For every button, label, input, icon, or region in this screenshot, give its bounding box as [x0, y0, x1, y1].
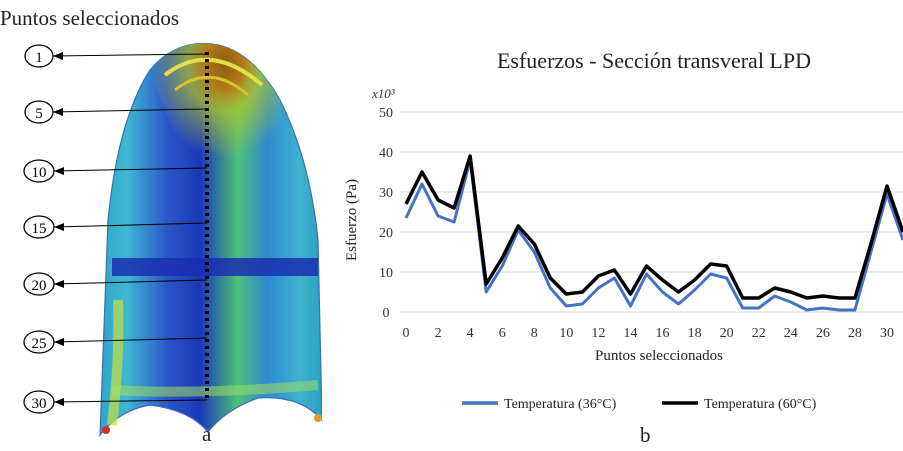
- selected-point-markers: 1 5 10 15: [23, 44, 208, 414]
- legend-item-60c: Temperatura (60°C): [662, 397, 817, 412]
- marker-10: 10: [23, 159, 208, 183]
- marker-30: 30: [23, 390, 208, 414]
- x-tick-label: 6: [499, 326, 506, 341]
- y-tick-label: 30: [379, 186, 393, 201]
- x-tick-label: 2: [435, 326, 442, 341]
- x-tick-label: 28: [848, 326, 862, 341]
- y-multiplier: x10³: [371, 86, 396, 101]
- marker-25: 25: [23, 330, 208, 354]
- x-tick-label: 24: [784, 326, 798, 341]
- x-tick-label: 12: [591, 326, 605, 341]
- x-tick-label: 16: [656, 326, 670, 341]
- y-tick-label: 20: [379, 226, 393, 241]
- marker-5-label: 5: [35, 106, 43, 122]
- y-axis-label: Esfuerzo (Pa): [344, 179, 360, 261]
- panel-b-sublabel: b: [640, 423, 651, 447]
- marker-20-label: 20: [32, 278, 47, 294]
- x-tick-label: 20: [720, 326, 734, 341]
- panel-b: Esfuerzos - Sección transveral LPD x10³ …: [322, 30, 903, 451]
- marker-5: 5: [24, 100, 208, 124]
- marker-1: 1: [24, 44, 208, 68]
- marker-15-label: 15: [32, 221, 47, 237]
- stress-line-chart: Esfuerzos - Sección transveral LPD x10³ …: [322, 30, 903, 420]
- y-tick-label: 10: [379, 266, 393, 281]
- chart-title: Esfuerzos - Sección transveral LPD: [497, 48, 811, 73]
- y-tick-label: 0: [383, 306, 390, 321]
- y-tick-labels: 0 10 20 30 40 50: [379, 106, 393, 321]
- marker-1-label: 1: [35, 50, 43, 66]
- legend: Temperatura (36°C) Temperatura (60°C): [462, 397, 817, 412]
- x-tick-label: 0: [403, 326, 410, 341]
- y-tick-label: 40: [379, 146, 393, 161]
- y-tick-label: 50: [379, 106, 393, 121]
- series-line-60c: [404, 154, 903, 300]
- marker-25-label: 25: [32, 336, 47, 352]
- x-tick-label: 14: [623, 326, 637, 341]
- marker-20: 20: [23, 272, 208, 296]
- marker-30-label: 30: [32, 396, 47, 412]
- x-tick-label: 4: [467, 326, 474, 341]
- panel-a: Puntos seleccionados: [0, 0, 340, 451]
- x-tick-labels: 0 2 4 6 8 10 12 14 16 18 20 22 24 26 28 30: [403, 326, 894, 341]
- legend-label: Temperatura (60°C): [704, 397, 817, 412]
- series-line-36c: [404, 158, 903, 312]
- x-tick-label: 10: [559, 326, 573, 341]
- x-tick-label: 22: [752, 326, 766, 341]
- x-axis-label: Puntos seleccionados: [595, 348, 723, 364]
- x-tick-label: 18: [688, 326, 702, 341]
- panel-a-heading: Puntos seleccionados: [0, 6, 180, 30]
- legend-item-36c: Temperatura (36°C): [462, 397, 617, 412]
- series-lines: [404, 154, 903, 312]
- panel-a-sublabel: a: [202, 422, 212, 446]
- x-tick-label: 8: [531, 326, 538, 341]
- tooth-contour-image: 1 5 10 15: [23, 42, 323, 437]
- x-tick-label: 26: [816, 326, 830, 341]
- marker-10-label: 10: [32, 165, 47, 181]
- marker-15: 15: [23, 215, 208, 239]
- legend-label: Temperatura (36°C): [504, 397, 617, 412]
- x-tick-label: 30: [880, 326, 894, 341]
